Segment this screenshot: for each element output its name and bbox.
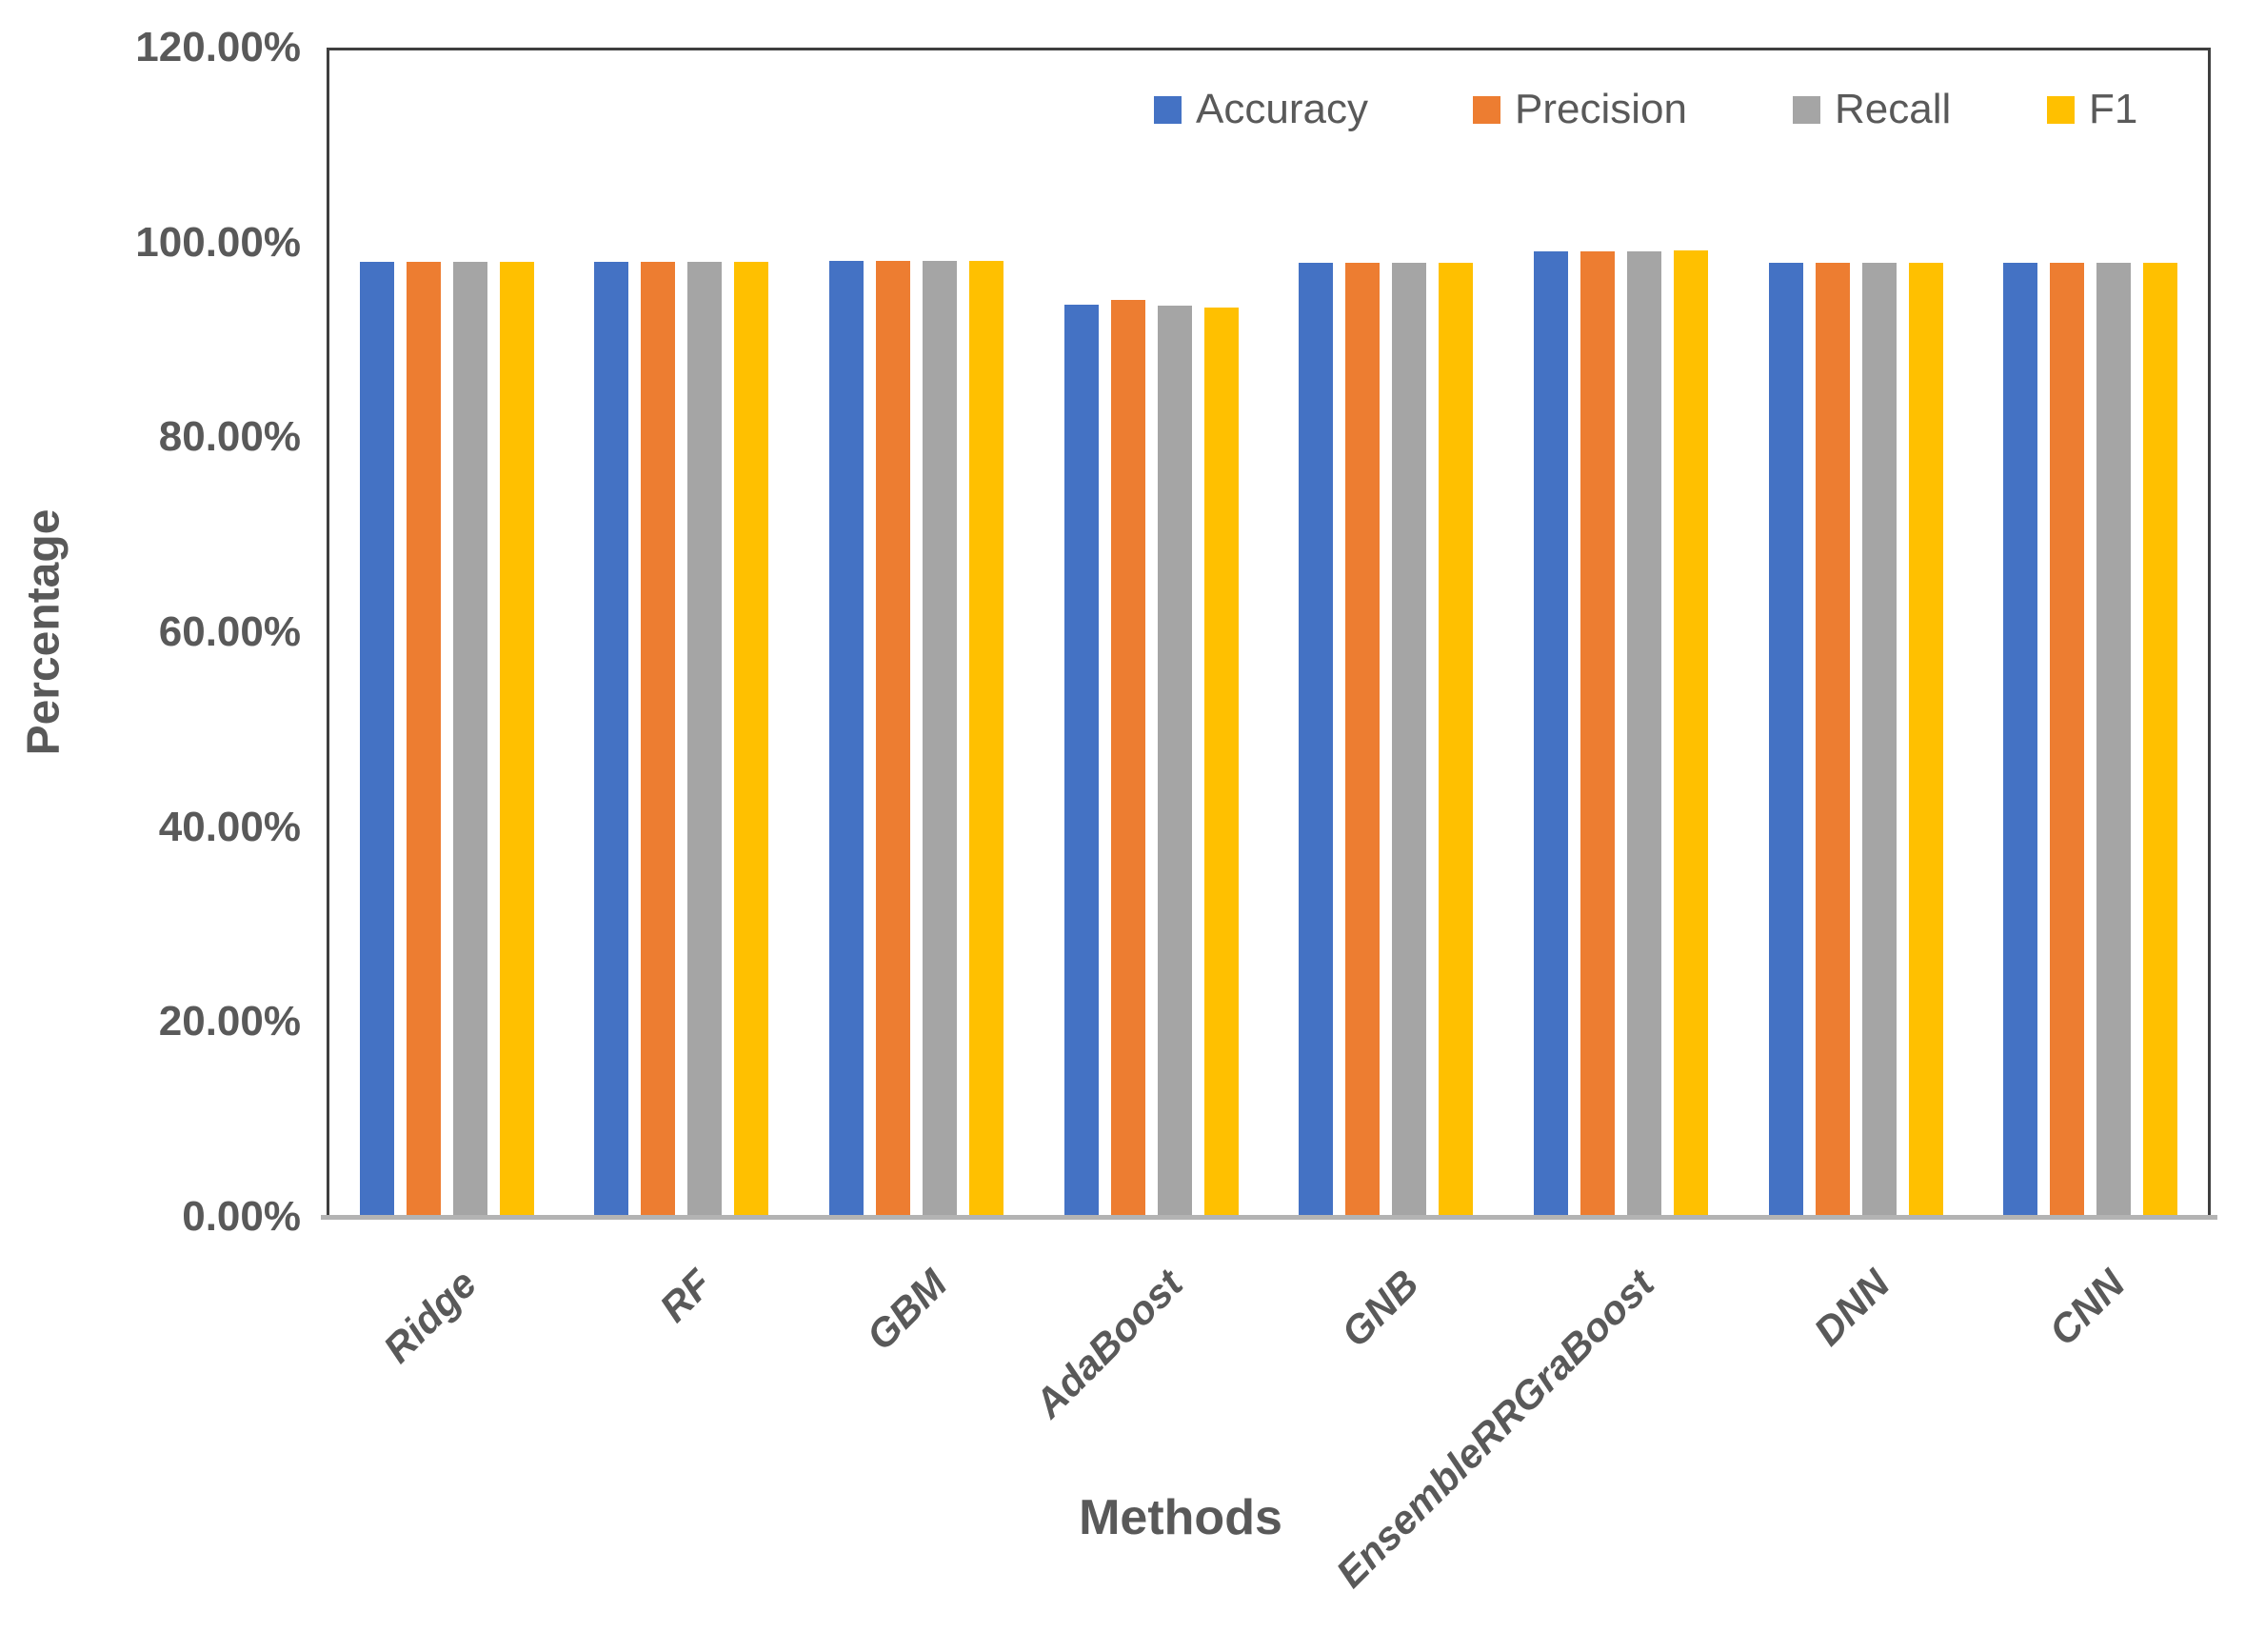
bar-recall-cnn [2096,262,2132,1217]
y-tick-label: 60.00% [158,608,301,655]
bar-recall-gnb [1392,262,1427,1217]
bar-precision-gbm [876,260,911,1217]
legend-item-accuracy: Accuracy [1154,84,1368,135]
legend-swatch-f1-icon [2047,95,2075,124]
bar-group-ensemblerrgraboost [1503,50,1738,1217]
y-tick-label: 20.00% [158,998,301,1045]
bar-f1-ensemblerrgraboost [1673,250,1708,1217]
bar-f1-ridge [499,261,534,1217]
bar-group-rf [565,50,800,1217]
bar-accuracy-ridge [359,261,394,1217]
x-category-label-cnn: CNN [2040,1261,2134,1354]
plot-area [327,48,2211,1217]
bar-recall-rf [687,261,723,1217]
x-axis-title: Methods [1079,1490,1282,1545]
legend-label: F1 [2089,86,2138,132]
bar-recall-ensemblerrgraboost [1626,251,1661,1217]
bar-accuracy-gnb [1299,262,1334,1217]
bar-group-cnn [1973,50,2208,1217]
x-category-label-gnb: GNB [1332,1261,1427,1356]
legend-swatch-precision-icon [1473,95,1500,124]
bar-f1-rf [734,261,769,1217]
bar-recall-ridge [452,261,487,1217]
bar-recall-gbm [923,260,958,1217]
bar-accuracy-cnn [2003,262,2038,1217]
bar-precision-dnn [1815,262,1850,1217]
bar-group-gbm [799,50,1034,1217]
legend-item-precision: Precision [1473,84,1687,135]
legend-label: Precision [1515,86,1687,132]
legend-item-f1: F1 [2047,84,2137,135]
bar-precision-ensemblerrgraboost [1580,251,1615,1217]
y-tick-label: 80.00% [158,413,301,461]
bar-precision-cnn [2050,262,2085,1217]
legend-item-recall: Recall [1793,84,1951,135]
bar-accuracy-adaboost [1063,305,1099,1217]
bar-f1-adaboost [1203,307,1239,1217]
legend-swatch-recall-icon [1793,95,1820,124]
bar-group-dnn [1738,50,1974,1217]
y-tick-label: 120.00% [135,24,301,70]
bar-group-gnb [1269,50,1504,1217]
bar-precision-adaboost [1110,300,1145,1217]
legend-label: Recall [1835,86,1952,132]
bar-group-ridge [329,50,565,1217]
x-category-label-dnn: DNN [1804,1261,1898,1354]
legend-label: Accuracy [1196,86,1368,132]
x-category-label-ridge: Ridge [374,1261,486,1372]
y-tick-label: 100.00% [135,218,301,266]
x-axis-line [321,1215,2217,1220]
bar-accuracy-gbm [829,260,864,1217]
bar-f1-gnb [1439,262,1474,1217]
bar-f1-gbm [969,260,1004,1217]
bar-group-adaboost [1034,50,1269,1217]
legend-swatch-accuracy-icon [1154,95,1182,124]
x-category-label-adaboost: AdaBoost [1025,1261,1192,1426]
bar-precision-ridge [406,261,441,1217]
y-tick-label: 40.00% [158,803,301,850]
bar-f1-cnn [2143,262,2178,1217]
bar-precision-rf [641,261,676,1217]
bar-recall-dnn [1861,262,1897,1217]
bar-recall-adaboost [1157,306,1192,1217]
bar-precision-gnb [1345,262,1381,1217]
bar-accuracy-rf [594,261,629,1217]
bar-accuracy-dnn [1768,262,1803,1217]
y-tick-label: 0.00% [182,1193,301,1240]
bar-accuracy-ensemblerrgraboost [1533,251,1568,1217]
x-category-label-rf: RF [650,1261,721,1331]
bar-f1-dnn [1908,262,1943,1217]
x-category-label-gbm: GBM [858,1261,956,1359]
